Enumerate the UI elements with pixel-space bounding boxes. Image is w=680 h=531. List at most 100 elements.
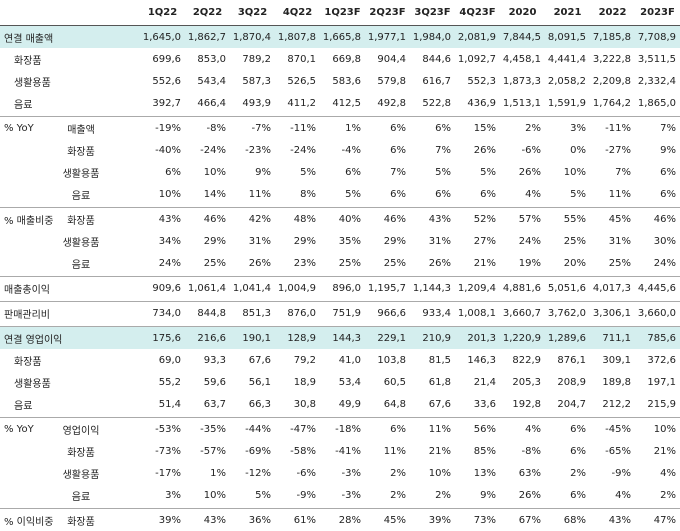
value-cell: 309,1 <box>602 354 631 366</box>
value-cell: 6% <box>435 188 451 200</box>
value-cell: 7% <box>660 122 676 134</box>
value-cell: 128,9 <box>287 332 316 344</box>
value-cell: 27% <box>473 235 496 247</box>
value-cell: 1,764,2 <box>592 97 631 109</box>
value-cell: 1,665,8 <box>322 31 361 43</box>
value-cell: 4,441,4 <box>547 53 586 65</box>
value-cell: 67,6 <box>248 354 271 366</box>
value-cell: 9% <box>255 166 271 178</box>
section-divider <box>0 508 680 509</box>
value-cell: 39% <box>428 514 451 526</box>
value-cell: 45% <box>383 514 406 526</box>
value-cell: 1,984,0 <box>412 31 451 43</box>
value-cell: 10% <box>203 489 226 501</box>
value-cell: 3,660,0 <box>637 307 676 319</box>
value-cell: 24% <box>158 257 181 269</box>
value-cell: 8,091,5 <box>547 31 586 43</box>
value-cell: 216,6 <box>197 332 226 344</box>
value-cell: 1,645,0 <box>142 31 181 43</box>
value-cell: 192,8 <box>512 398 541 410</box>
row-label: 생활용품 <box>62 237 100 249</box>
value-cell: 5% <box>300 166 316 178</box>
value-cell: 6% <box>390 122 406 134</box>
value-cell: 543,4 <box>197 75 226 87</box>
value-cell: 4% <box>615 489 631 501</box>
value-cell: 229,1 <box>377 332 406 344</box>
value-cell: 55% <box>563 213 586 225</box>
value-cell: 876,1 <box>557 354 586 366</box>
value-cell: 552,6 <box>152 75 181 87</box>
section-label: % YoY <box>4 122 34 134</box>
value-cell: 212,2 <box>602 398 631 410</box>
value-cell: 24% <box>653 257 676 269</box>
row-label: 연결 영업이익 <box>4 334 63 346</box>
value-cell: 81,5 <box>428 354 451 366</box>
value-cell: -7% <box>251 122 271 134</box>
value-cell: 28% <box>338 514 361 526</box>
value-cell: 21,4 <box>473 376 496 388</box>
value-cell: 40% <box>338 213 361 225</box>
value-cell: 493,9 <box>242 97 271 109</box>
value-cell: 14% <box>203 188 226 200</box>
value-cell: 412,5 <box>332 97 361 109</box>
value-cell: 49,9 <box>338 398 361 410</box>
table-row: 판매관리비 734,0 844,8 851,3 876,0 751,9 966,6 933,4… <box>0 302 680 324</box>
value-cell: 2,058,2 <box>547 75 586 87</box>
value-cell: 208,9 <box>557 376 586 388</box>
value-cell: 4,445,6 <box>637 282 676 294</box>
value-cell: 3,306,1 <box>592 307 631 319</box>
value-cell: 6% <box>165 166 181 178</box>
value-cell: -11% <box>290 122 316 134</box>
value-cell: 6% <box>390 144 406 156</box>
value-cell: 2% <box>435 489 451 501</box>
row-label: 판매관리비 <box>4 309 50 321</box>
value-cell: -41% <box>335 445 361 457</box>
value-cell: 190,1 <box>242 332 271 344</box>
value-cell: 25% <box>383 257 406 269</box>
value-cell: 492,8 <box>377 97 406 109</box>
value-cell: 526,5 <box>287 75 316 87</box>
value-cell: 6% <box>660 166 676 178</box>
value-cell: 583,6 <box>332 75 361 87</box>
value-cell: 10% <box>563 166 586 178</box>
value-cell: 844,6 <box>422 53 451 65</box>
value-cell: 67,6 <box>428 398 451 410</box>
row-label: 화장품 <box>67 516 95 528</box>
value-cell: 7,185,8 <box>592 31 631 43</box>
value-cell: 51,4 <box>158 398 181 410</box>
value-cell: 822,9 <box>512 354 541 366</box>
value-cell: 2% <box>390 467 406 479</box>
value-cell: -12% <box>245 467 271 479</box>
value-cell: 1,807,8 <box>277 31 316 43</box>
value-cell: 25% <box>203 257 226 269</box>
table-row: 음료 10% 14% 11% 8% 5% 6% 6% 6% 4% 5% 11% 6% <box>0 183 680 205</box>
value-cell: 39% <box>158 514 181 526</box>
value-cell: -9% <box>611 467 631 479</box>
value-cell: 411,2 <box>287 97 316 109</box>
row-label: 매출총이익 <box>4 284 50 296</box>
value-cell: 48% <box>293 213 316 225</box>
row-label: 화장품 <box>67 447 95 459</box>
row-label: 화장품 <box>14 356 42 368</box>
value-cell: 46% <box>653 213 676 225</box>
value-cell: 522,8 <box>422 97 451 109</box>
value-cell: 466,4 <box>197 97 226 109</box>
value-cell: -73% <box>155 445 181 457</box>
value-cell: -6% <box>521 144 541 156</box>
value-cell: 29% <box>293 235 316 247</box>
value-cell: 1,004,9 <box>277 282 316 294</box>
row-label: 화장품 <box>14 55 42 67</box>
row-label: 음료 <box>14 99 33 111</box>
value-cell: 93,3 <box>203 354 226 366</box>
value-cell: 4,017,3 <box>592 282 631 294</box>
value-cell: 5,051,6 <box>547 282 586 294</box>
value-cell: 63% <box>518 467 541 479</box>
row-label: 영업이익 <box>62 425 100 437</box>
value-cell: 69,0 <box>158 354 181 366</box>
value-cell: 85% <box>473 445 496 457</box>
table-row: 화장품 699,6 853,0 789,2 870,1 669,8 904,4 844,6 1,… <box>0 48 680 70</box>
table-row: 음료 3% 10% 5% -9% -3% 2% 2% 9% 26% 6% 4% 2% <box>0 484 680 506</box>
table-row: 생활용품 -17% 1% -12% -6% -3% 2% 10% 13% 63% 2% -9% 4% <box>0 462 680 484</box>
value-cell: 42% <box>248 213 271 225</box>
row-label: 음료 <box>14 400 33 412</box>
